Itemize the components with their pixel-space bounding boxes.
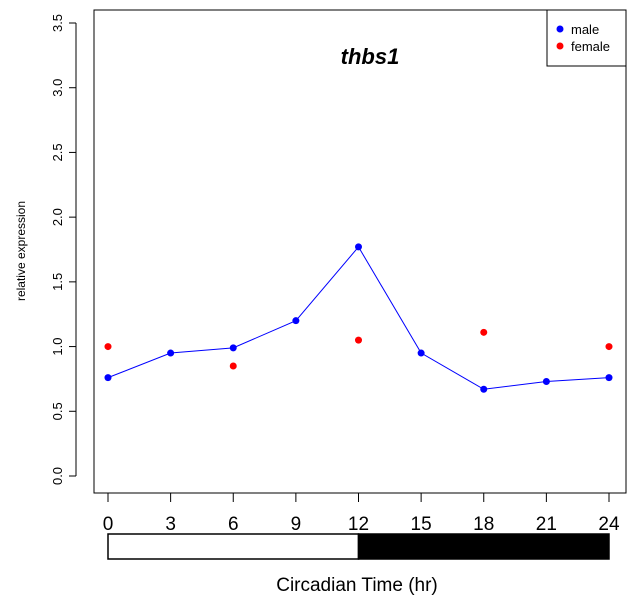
legend-label-male: male bbox=[571, 22, 599, 37]
male-point bbox=[292, 317, 300, 325]
x-tick-label: 24 bbox=[598, 514, 620, 535]
male-point bbox=[542, 378, 550, 386]
y-tick-label: 2.0 bbox=[50, 208, 65, 226]
female-point bbox=[605, 343, 613, 351]
light-phase-bar bbox=[107, 533, 360, 560]
y-tick-label: 0.5 bbox=[50, 402, 65, 420]
male-point bbox=[229, 344, 237, 352]
x-tick-label: 12 bbox=[348, 514, 369, 535]
y-tick-label: 0.0 bbox=[50, 467, 65, 485]
chart-title: thbs1 bbox=[341, 44, 400, 69]
y-tick-label: 1.0 bbox=[50, 338, 65, 356]
male-point bbox=[355, 243, 362, 251]
legend-marker-male bbox=[556, 25, 564, 33]
x-tick-label: 0 bbox=[103, 514, 114, 535]
male-point bbox=[480, 385, 488, 393]
x-tick-label: 21 bbox=[536, 514, 557, 535]
x-tick-label: 9 bbox=[291, 514, 302, 535]
y-axis: 0.0 0.5 1.0 1.5 2.0 2.5 3.0 3.5 bbox=[50, 14, 77, 485]
y-tick-label: 3.0 bbox=[50, 79, 65, 97]
dark-phase-bar bbox=[357, 533, 610, 560]
female-point bbox=[355, 336, 362, 344]
x-tick-label: 3 bbox=[165, 514, 176, 535]
plot-frame bbox=[93, 9, 627, 494]
y-axis-label: relative expression bbox=[14, 201, 28, 301]
y-tick-label: 1.5 bbox=[50, 273, 65, 291]
male-point bbox=[167, 349, 175, 357]
legend-box bbox=[546, 9, 627, 67]
x-tick-label: 15 bbox=[411, 514, 432, 535]
legend-label-female: female bbox=[571, 39, 610, 54]
x-tick-label: 6 bbox=[228, 514, 239, 535]
legend-marker-female bbox=[556, 42, 564, 50]
female-point bbox=[104, 343, 112, 351]
x-tick-label: 18 bbox=[473, 514, 494, 535]
male-point bbox=[605, 374, 613, 382]
x-axis: 0 3 6 9 12 15 18 21 24 bbox=[103, 493, 620, 535]
light-dark-bar bbox=[107, 533, 610, 560]
x-axis-label: Circadian Time (hr) bbox=[276, 575, 438, 596]
male-point bbox=[417, 349, 425, 357]
y-tick-label: 3.5 bbox=[50, 14, 65, 32]
legend: male female bbox=[546, 9, 627, 67]
series-layer bbox=[104, 243, 613, 393]
female-point bbox=[229, 362, 237, 370]
y-tick-label: 2.5 bbox=[50, 143, 65, 161]
female-point bbox=[480, 328, 488, 336]
male-point bbox=[104, 374, 112, 382]
male-line bbox=[107, 246, 610, 390]
